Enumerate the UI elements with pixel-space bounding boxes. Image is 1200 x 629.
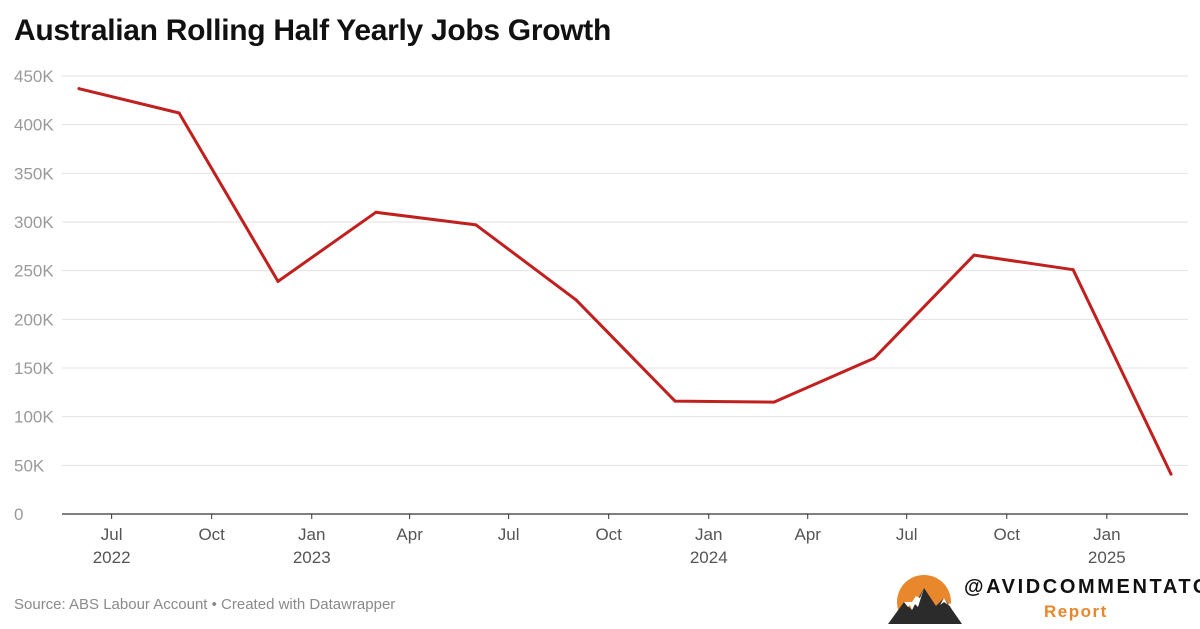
x-tick-label: Jul (498, 525, 520, 544)
y-tick-label: 0 (14, 505, 23, 524)
x-axis-tick-labels: Jul 2022 Oct Jan 2023 Apr Jul Oct Jan 2024 Apr Jul O… (93, 514, 1126, 567)
x-tick-label: Jan (298, 525, 325, 544)
y-tick-label: 300K (14, 213, 54, 232)
y-tick-label: 200K (14, 310, 54, 329)
x-tick-label: Oct (994, 525, 1021, 544)
data-point (574, 298, 578, 302)
y-tick-label: 350K (14, 164, 54, 183)
x-tick-label: Apr (396, 525, 423, 544)
y-tick-label: 450K (14, 67, 54, 86)
x-tick-year-label: 2023 (293, 548, 331, 567)
y-tick-label: 150K (14, 359, 54, 378)
data-point (77, 87, 81, 91)
y-axis-tick-labels: 0 50K 100K 150K 200K 250K 300K 350K 400K 450K (14, 67, 54, 524)
y-tick-label: 100K (14, 408, 54, 427)
data-point (772, 400, 776, 404)
brand-badge: @AVIDCOMMENTATOR Report (888, 572, 1200, 624)
y-tick-label: 50K (14, 456, 45, 475)
x-tick-label: Jan (1093, 525, 1120, 544)
x-tick-label: Apr (794, 525, 821, 544)
data-point (872, 356, 876, 360)
x-tick-label: Jul (101, 525, 123, 544)
data-point (673, 399, 677, 403)
source-note: Source: ABS Labour Account • Created wit… (14, 596, 396, 613)
y-tick-label: 250K (14, 262, 54, 281)
sun-over-mountains-icon (888, 575, 962, 624)
brand-subtitle: Report (1044, 602, 1108, 621)
y-tick-label: 400K (14, 116, 54, 135)
x-tick-label: Jan (695, 525, 722, 544)
x-tick-year-label: 2022 (93, 548, 131, 567)
x-tick-year-label: 2024 (690, 548, 728, 567)
x-tick-year-label: 2025 (1088, 548, 1126, 567)
chart-title: Australian Rolling Half Yearly Jobs Grow… (14, 14, 611, 47)
data-point (474, 223, 478, 227)
x-tick-label: Oct (595, 525, 622, 544)
data-point (972, 253, 976, 257)
series-line (77, 87, 1173, 476)
data-point (276, 279, 280, 283)
x-tick-label: Oct (198, 525, 225, 544)
x-tick-label: Jul (896, 525, 918, 544)
data-point (177, 111, 181, 115)
gridlines (62, 75, 1188, 466)
series-layer (77, 87, 1173, 476)
data-point (374, 210, 378, 214)
brand-handle: @AVIDCOMMENTATOR (964, 576, 1200, 598)
data-point (1169, 472, 1173, 476)
data-point (1071, 268, 1075, 272)
